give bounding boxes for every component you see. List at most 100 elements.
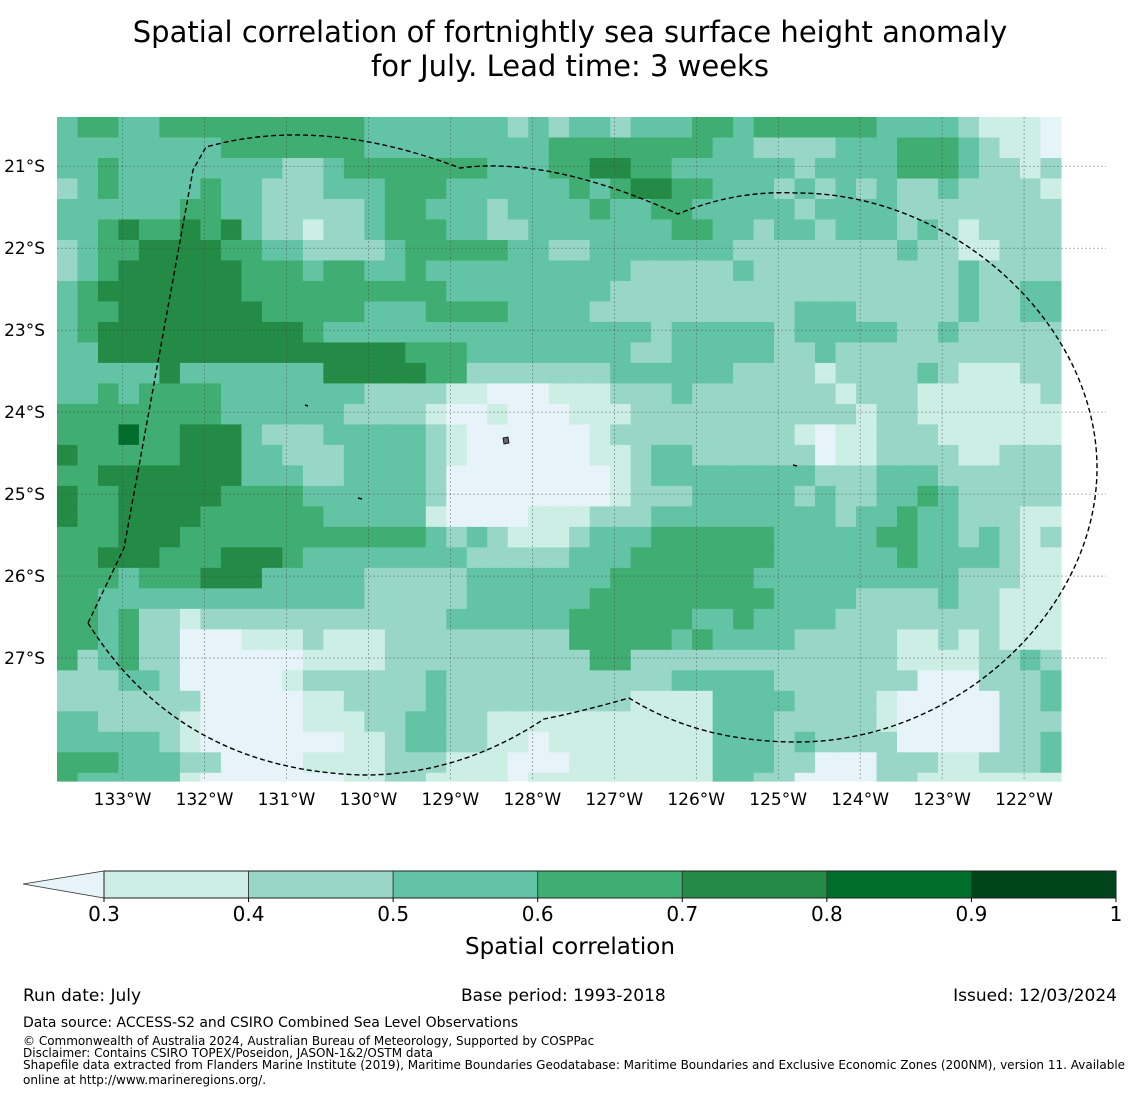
heatmap-cell bbox=[241, 424, 263, 446]
heatmap-cell bbox=[405, 772, 427, 782]
heatmap-cell bbox=[835, 670, 857, 692]
heatmap-cell bbox=[548, 342, 570, 364]
heatmap-cell bbox=[528, 342, 550, 364]
heatmap-cell bbox=[938, 383, 960, 405]
heatmap-cell bbox=[118, 752, 140, 774]
heatmap-cell bbox=[958, 260, 980, 282]
heatmap-cell bbox=[159, 526, 181, 548]
heatmap-cell bbox=[651, 403, 673, 425]
heatmap-cell bbox=[569, 567, 591, 589]
heatmap-cell bbox=[589, 670, 611, 692]
heatmap-cell bbox=[569, 383, 591, 405]
heatmap-cell bbox=[999, 506, 1021, 528]
heatmap-cell bbox=[548, 506, 570, 528]
heatmap-cell bbox=[815, 547, 837, 569]
heatmap-cell bbox=[220, 403, 242, 425]
heatmap-cell bbox=[97, 526, 120, 548]
heatmap-cell bbox=[958, 629, 980, 651]
heatmap-cell bbox=[57, 752, 79, 774]
heatmap-cell bbox=[97, 629, 120, 651]
heatmap-cell bbox=[876, 219, 898, 241]
heatmap-cell bbox=[856, 260, 878, 282]
heatmap-cell bbox=[876, 383, 898, 405]
heatmap-cell bbox=[856, 239, 878, 262]
heatmap-cell bbox=[200, 342, 222, 364]
heatmap-cell bbox=[261, 403, 283, 425]
heatmap-cell bbox=[466, 260, 488, 282]
heatmap-cell bbox=[835, 260, 857, 282]
heatmap-cell bbox=[733, 198, 755, 221]
heatmap-cell bbox=[692, 752, 714, 774]
heatmap-cell bbox=[610, 444, 632, 466]
heatmap-cell bbox=[302, 711, 324, 733]
island-2 bbox=[304, 404, 309, 407]
heatmap-cell bbox=[692, 260, 714, 282]
heatmap-cell bbox=[200, 178, 222, 200]
heatmap-cell bbox=[57, 506, 79, 528]
heatmap-cell bbox=[323, 424, 345, 446]
heatmap-cell bbox=[978, 260, 1001, 282]
heatmap-cell bbox=[118, 403, 140, 425]
heatmap-cell bbox=[671, 198, 693, 221]
heatmap-cell bbox=[733, 342, 755, 364]
heatmap-cell bbox=[1019, 219, 1042, 241]
heatmap-cell bbox=[712, 321, 734, 344]
heatmap-cell bbox=[57, 198, 79, 221]
heatmap-cell bbox=[220, 383, 242, 405]
heatmap-cell bbox=[302, 362, 324, 385]
heatmap-cell bbox=[57, 485, 79, 507]
heatmap-cell bbox=[569, 506, 591, 528]
heatmap-cell bbox=[220, 321, 242, 344]
heatmap-cell bbox=[774, 178, 796, 200]
heatmap-cell bbox=[712, 260, 734, 282]
heatmap-cell bbox=[220, 219, 242, 241]
heatmap-cell bbox=[876, 772, 898, 782]
heatmap-cell bbox=[507, 198, 529, 221]
heatmap-cell bbox=[1019, 649, 1042, 671]
heatmap-cell bbox=[630, 567, 652, 589]
heatmap-cell bbox=[671, 485, 693, 507]
heatmap-cell bbox=[958, 772, 980, 782]
heatmap-cell bbox=[118, 670, 140, 692]
heatmap-cell bbox=[200, 690, 222, 712]
heatmap-cell bbox=[692, 670, 714, 692]
heatmap-cell bbox=[897, 260, 919, 282]
heatmap-cell bbox=[712, 547, 734, 569]
heatmap-cell bbox=[179, 588, 202, 610]
heatmap-cell bbox=[733, 772, 755, 782]
heatmap-cell bbox=[978, 506, 1001, 528]
heatmap-cell bbox=[241, 383, 263, 405]
heatmap-cell bbox=[282, 465, 304, 487]
heatmap-cell bbox=[282, 198, 304, 221]
heatmap-cell bbox=[897, 444, 919, 466]
heatmap-cell bbox=[692, 547, 714, 569]
heatmap-cell bbox=[220, 485, 242, 507]
heatmap-cell bbox=[978, 649, 1001, 671]
heatmap-cell bbox=[384, 362, 406, 385]
heatmap-cell bbox=[425, 772, 447, 782]
heatmap-cell bbox=[241, 690, 263, 712]
heatmap-cell bbox=[343, 321, 365, 344]
heatmap-cell bbox=[57, 239, 79, 262]
heatmap-cell bbox=[712, 485, 734, 507]
heatmap-cell bbox=[548, 321, 570, 344]
heatmap-cell bbox=[384, 608, 406, 630]
heatmap-cell bbox=[815, 649, 837, 671]
heatmap-cell bbox=[302, 629, 324, 651]
heatmap-cell bbox=[856, 772, 878, 782]
heatmap-cell bbox=[856, 444, 878, 466]
heatmap-cell bbox=[323, 670, 345, 692]
heatmap-cell bbox=[323, 752, 345, 774]
heatmap-cell bbox=[958, 547, 980, 569]
heatmap-cell bbox=[999, 260, 1021, 282]
heatmap-cell bbox=[753, 321, 775, 344]
heatmap-cell bbox=[425, 588, 447, 610]
heatmap-cell bbox=[958, 403, 980, 425]
heatmap-cell bbox=[651, 137, 673, 159]
heatmap-cell bbox=[753, 117, 775, 139]
heatmap-cell bbox=[159, 465, 181, 487]
heatmap-cell bbox=[179, 424, 202, 446]
heatmap-cell bbox=[1019, 547, 1042, 569]
heatmap-cell bbox=[569, 117, 591, 139]
heatmap-cell bbox=[733, 383, 755, 405]
